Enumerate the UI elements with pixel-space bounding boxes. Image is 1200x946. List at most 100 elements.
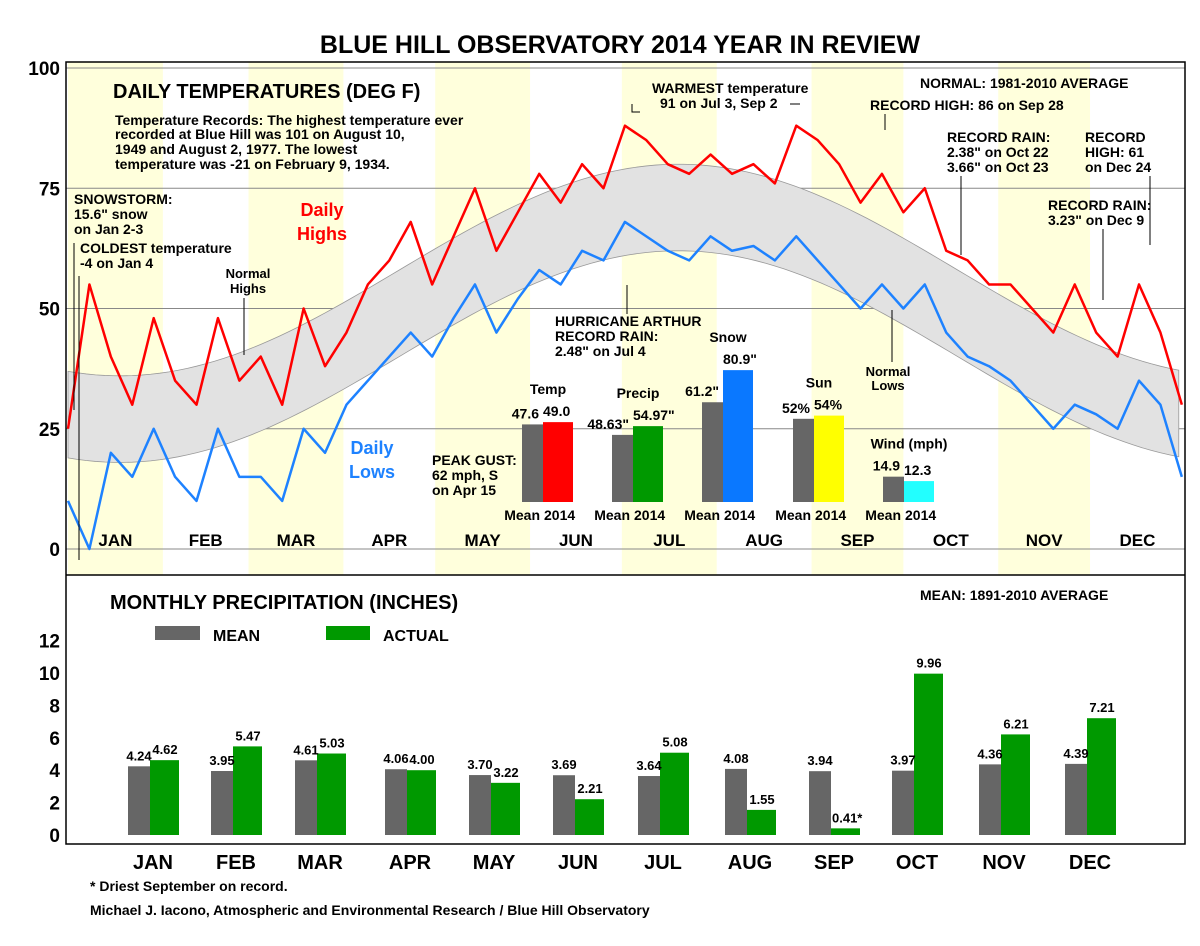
month-label: DEC [1120, 531, 1156, 550]
month-label: NOV [1026, 531, 1064, 550]
month-label: MAY [465, 531, 502, 550]
precip-mean-bar [295, 760, 317, 835]
precip-mean-bar [469, 775, 491, 835]
month-label: FEB [189, 531, 223, 550]
leader-line [631, 103, 800, 113]
peak-gust-note: 62 mph, S [432, 467, 498, 483]
legend-actual-label: ACTUAL [383, 628, 449, 645]
precip-mean-value: 3.94 [807, 753, 833, 768]
inset-group-label: Snow [709, 329, 746, 345]
daily-lows-label: Daily [350, 438, 393, 458]
legend-mean-label: MEAN [213, 628, 260, 645]
temperature-series: JAN FEB MAR APR MAY JUN JUL AUG SEP OCT NOV DEC [66, 124, 1184, 551]
coldest-note: COLDEST temperature [80, 240, 232, 256]
precip-actual-value: 7.21 [1089, 700, 1114, 715]
inset-2014-bar [904, 481, 934, 502]
precip-actual-bar [233, 746, 262, 835]
record-high-dec-note: on Dec 24 [1085, 159, 1151, 175]
record-high-dec-note: RECORD [1085, 129, 1146, 145]
precip-mean-value: 3.95 [209, 753, 234, 768]
inset-2014-value: 80.9" [723, 351, 757, 367]
snowstorm-note: 15.6" snow [74, 206, 148, 222]
precip-mean-bar [1065, 763, 1087, 835]
precip-month-label: SEP [814, 852, 854, 874]
precip-actual-bar [150, 760, 179, 835]
precip-month-label: DEC [1069, 852, 1111, 874]
inset-mean-axis-label: Mean [865, 507, 901, 523]
inset-mean-bar [612, 434, 633, 502]
record-rain-oct-note: 2.38" on Oct 22 [947, 144, 1049, 160]
precip-actual-bar [1087, 718, 1116, 835]
precip-mean-value: 3.64 [636, 758, 662, 773]
inset-2014-axis-label: 2014 [905, 507, 936, 523]
records-line: Temperature Records: The highest tempera… [115, 112, 464, 128]
precip-month-label: MAR [297, 852, 343, 874]
precip-actual-bar [407, 770, 436, 835]
inset-group-label: Wind (mph) [871, 436, 948, 452]
plot-frame [65, 61, 1186, 845]
precip-actual-bar [575, 799, 604, 835]
month-label: JAN [98, 531, 132, 550]
inset-2014-axis-label: 2014 [544, 507, 575, 523]
precip-y-tick: 2 [49, 794, 60, 815]
precip-month-label: NOV [982, 852, 1026, 874]
inset-2014-value: 54.97" [633, 407, 675, 423]
credit: Michael J. Iacono, Atmospheric and Envir… [90, 902, 650, 918]
hurricane-note: HURRICANE ARTHUR [555, 313, 701, 329]
precip-actual-value: 5.08 [662, 735, 687, 750]
daily-lows-label: Lows [349, 462, 395, 482]
inset-mean-value: 61.2" [685, 383, 719, 399]
precip-y-tick: 6 [49, 729, 60, 750]
precip-actual-value: 4.62 [152, 742, 177, 757]
precip-actual-bar [831, 828, 860, 835]
inset-group-label: Precip [617, 385, 660, 401]
precip-title: MONTHLY PRECIPITATION (INCHES) [110, 592, 458, 614]
coldest-note: -4 on Jan 4 [80, 255, 153, 271]
precip-actual-value: 5.47 [235, 728, 260, 743]
precip-mean-bar [725, 768, 747, 835]
precip-actual-value: 5.03 [319, 736, 344, 751]
y-tick-label: 75 [39, 179, 61, 200]
precip-mean-bar [553, 775, 575, 835]
precip-mean-bar [892, 770, 914, 835]
temp-normal-note: NORMAL: 1981-2010 AVERAGE [920, 75, 1129, 91]
precip-actual-bar [747, 809, 776, 835]
precip-mean-note: MEAN: 1891-2010 AVERAGE [920, 587, 1108, 603]
footnote: * Driest September on record. [90, 878, 288, 894]
inset-2014-bar [633, 426, 663, 502]
inset-2014-value: 12.3 [904, 462, 931, 478]
records-line: temperature was -21 on February 9, 1934. [115, 156, 390, 172]
precip-mean-value: 4.39 [1063, 746, 1088, 761]
month-label: JUN [559, 531, 593, 550]
inset-2014-bar [543, 422, 573, 502]
peak-gust-note: PEAK GUST: [432, 452, 517, 468]
inset-2014-axis-label: 2014 [815, 507, 846, 523]
precip-mean-value: 3.97 [890, 753, 915, 768]
daily-highs-label: Highs [297, 224, 347, 244]
inset-2014-value: 54% [814, 397, 843, 413]
inset-mean-bar [883, 476, 904, 502]
precip-actual-value: 3.22 [493, 765, 518, 780]
precip-actual-bar [1001, 734, 1030, 835]
precip-mean-value: 4.36 [977, 746, 1002, 761]
precip-actual-value: 9.96 [916, 656, 941, 671]
month-label: APR [371, 531, 407, 550]
y-tick-label: 100 [28, 59, 60, 80]
precip-month-label: OCT [896, 852, 938, 874]
inset-group-label: Temp [530, 381, 566, 397]
y-tick-label: 0 [49, 540, 60, 561]
normal-lows-label: Normal [866, 364, 911, 379]
normal-highs-label: Normal [226, 266, 271, 281]
month-label: MAR [277, 531, 316, 550]
records-note: Temperature Records: The highest tempera… [115, 112, 464, 172]
record-high-dec-note: HIGH: 61 [1085, 144, 1144, 160]
precip-actual-bar [317, 753, 346, 835]
precip-month-label: AUG [728, 852, 772, 874]
precip-month-label: MAY [473, 852, 516, 874]
normal-lows-label: Lows [871, 378, 904, 393]
precip-month-label: FEB [216, 852, 256, 874]
inset-2014-axis-label: 2014 [634, 507, 665, 523]
inset-2014-bar [723, 370, 753, 502]
precip-mean-bar [211, 771, 233, 835]
precip-actual-bar [914, 673, 943, 835]
